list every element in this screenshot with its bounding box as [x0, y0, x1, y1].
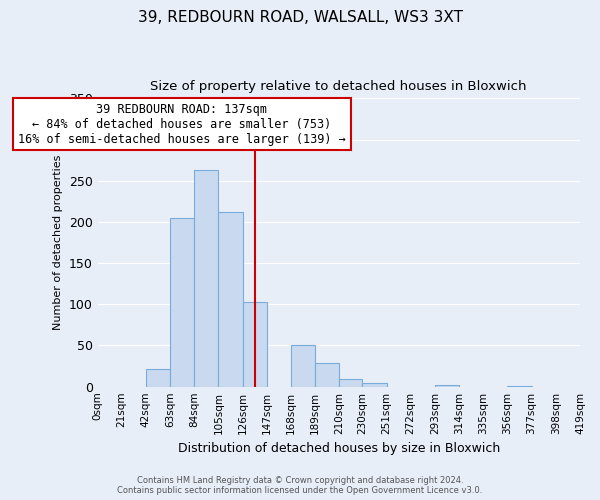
Text: Contains HM Land Registry data © Crown copyright and database right 2024.
Contai: Contains HM Land Registry data © Crown c… — [118, 476, 482, 495]
Bar — [435, 385, 459, 386]
Bar — [362, 384, 386, 386]
Bar — [291, 346, 315, 387]
Bar — [146, 368, 170, 386]
Title: Size of property relative to detached houses in Bloxwich: Size of property relative to detached ho… — [151, 80, 527, 93]
Bar — [194, 170, 218, 386]
Text: 39 REDBOURN ROAD: 137sqm
← 84% of detached houses are smaller (753)
16% of semi-: 39 REDBOURN ROAD: 137sqm ← 84% of detach… — [18, 102, 346, 146]
X-axis label: Distribution of detached houses by size in Bloxwich: Distribution of detached houses by size … — [178, 442, 500, 455]
Y-axis label: Number of detached properties: Number of detached properties — [53, 155, 63, 330]
Text: 39, REDBOURN ROAD, WALSALL, WS3 3XT: 39, REDBOURN ROAD, WALSALL, WS3 3XT — [137, 10, 463, 25]
Bar — [218, 212, 242, 386]
Bar — [170, 218, 194, 386]
Bar — [315, 363, 340, 386]
Bar — [340, 380, 362, 386]
Bar — [242, 302, 267, 386]
